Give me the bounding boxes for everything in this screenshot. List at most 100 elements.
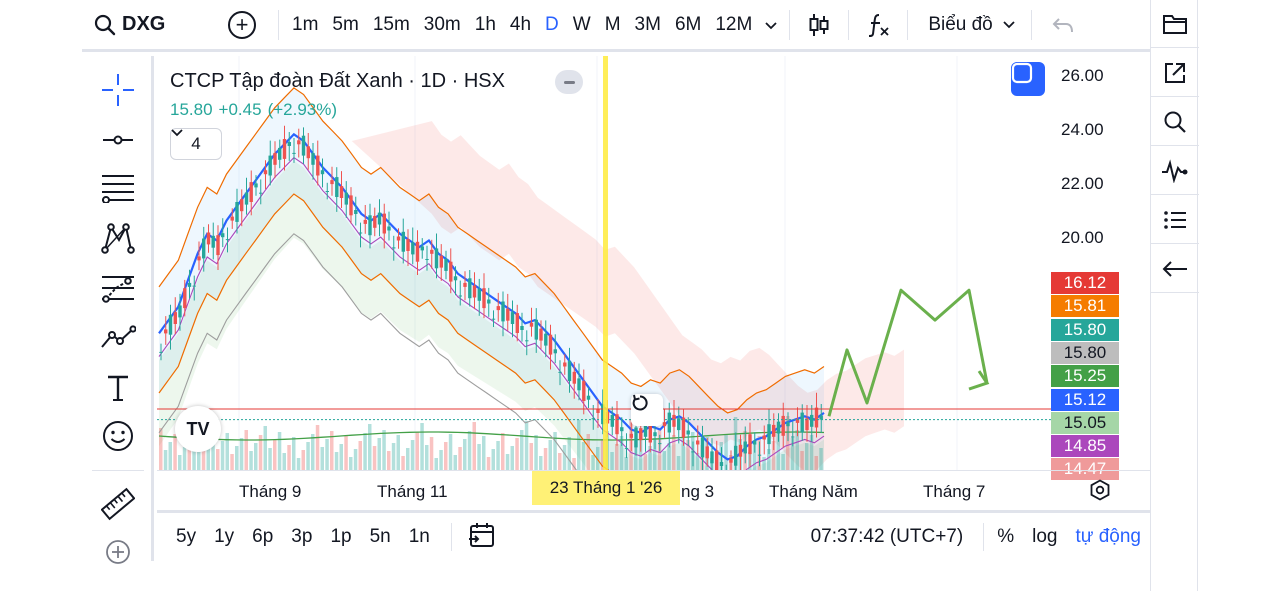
candle-body	[767, 424, 771, 445]
layouts-button[interactable]	[1151, 0, 1199, 48]
go-to-date-button[interactable]	[464, 522, 500, 553]
indicators-toggle[interactable]: 4	[170, 128, 222, 160]
interval-1h-button[interactable]: 1h	[474, 13, 496, 35]
candle-body	[691, 451, 695, 453]
chart-pane[interactable]: CTCP Tập đoàn Đất Xanh · 1D · HSX 15.80 …	[157, 56, 1150, 506]
candle-body	[544, 333, 548, 346]
pattern-tool[interactable]	[98, 218, 138, 258]
candle-body	[501, 301, 505, 322]
chevron-down-icon	[1003, 20, 1015, 28]
fullscreen-button[interactable]	[1011, 62, 1045, 96]
candle-body	[449, 261, 453, 282]
chart-type-dropdown[interactable]: Biểu đồ	[914, 14, 1024, 36]
volume-bar	[643, 454, 647, 470]
candle-body	[781, 415, 785, 436]
candle-body	[453, 276, 458, 281]
volume-bar	[524, 421, 529, 470]
candle-body	[468, 278, 472, 299]
interval-12m-button[interactable]: 12M	[715, 13, 753, 35]
open-new-window-button[interactable]	[1151, 49, 1199, 97]
trend-line-icon	[103, 135, 133, 145]
interval-d-button[interactable]: D	[545, 13, 559, 35]
volume-bar	[420, 423, 424, 470]
alerts-button[interactable]	[1151, 147, 1199, 195]
volume-bar	[197, 452, 201, 470]
fib-tool[interactable]	[98, 168, 138, 208]
legend-collapse-button[interactable]	[555, 70, 583, 94]
sidebar-search-button[interactable]	[1151, 98, 1199, 146]
range-6p-button[interactable]: 6p	[252, 526, 274, 547]
range-5y-button[interactable]: 5y	[176, 526, 197, 547]
range-1y-button[interactable]: 1y	[214, 526, 235, 547]
crosshair-tool[interactable]	[98, 70, 138, 110]
undo-button[interactable]	[1038, 16, 1088, 34]
measure-tool[interactable]	[98, 484, 138, 524]
clock-timezone[interactable]: 07:37:42 (UTC+7)	[810, 526, 964, 547]
percent-toggle[interactable]: %	[997, 526, 1015, 547]
volume-bar	[211, 427, 215, 470]
undo-icon	[1052, 17, 1073, 32]
crosshair-icon	[102, 74, 134, 106]
time-axis[interactable]: Tháng 9 Tháng 11 ng 3 Tháng Năm Tháng 7 …	[157, 470, 1150, 508]
interval-6m-button[interactable]: 6M	[674, 13, 702, 35]
interval-1m-button[interactable]: 1m	[292, 13, 319, 35]
add-symbol-button[interactable]: +	[228, 10, 256, 39]
volume-bar	[225, 433, 229, 470]
emoji-tool[interactable]	[98, 416, 138, 456]
candle-body	[339, 186, 344, 198]
interval-5m-button[interactable]: 5m	[332, 13, 359, 35]
indicators-button[interactable]	[855, 12, 901, 38]
brush-tool[interactable]	[98, 318, 138, 358]
price-badge: 15.81	[1051, 295, 1119, 318]
volume-bar	[216, 449, 220, 470]
candle-body	[510, 312, 515, 324]
chart-canvas	[157, 56, 1052, 470]
tradingview-logo[interactable]: TV	[175, 406, 221, 452]
chart-style-button[interactable]	[796, 12, 842, 38]
range-1n-button[interactable]: 1n	[408, 526, 430, 547]
volume-bar	[619, 436, 624, 470]
volume-bar	[529, 443, 533, 470]
prediction-tool[interactable]	[98, 268, 138, 308]
reset-chart-button[interactable]	[631, 394, 663, 426]
volume-bar	[534, 435, 538, 470]
auto-scale-toggle[interactable]: tự động	[1075, 526, 1141, 547]
candle-body	[624, 448, 629, 450]
volume-bar	[463, 439, 467, 470]
volume-bar	[686, 440, 690, 470]
interval-more-button[interactable]	[759, 17, 783, 33]
range-5n-button[interactable]: 5n	[369, 526, 391, 547]
watchlist-button[interactable]	[1151, 196, 1199, 244]
interval-4h-button[interactable]: 4h	[509, 13, 532, 35]
volume-bar	[220, 441, 225, 470]
interval-30m-button[interactable]: 30m	[423, 13, 461, 35]
interval-w-button[interactable]: W	[572, 13, 591, 35]
range-1p-button[interactable]: 1p	[330, 526, 352, 547]
trend-line-tool[interactable]	[98, 120, 138, 160]
candle-body	[187, 282, 192, 287]
volume-bar	[349, 457, 353, 470]
symbol-search[interactable]: DXG	[82, 13, 222, 36]
range-3p-button[interactable]: 3p	[291, 526, 313, 547]
text-tool[interactable]	[98, 368, 138, 408]
interval-15m-button[interactable]: 15m	[372, 13, 410, 35]
candle-body	[748, 434, 752, 455]
candle-body	[643, 424, 648, 437]
volume-bar	[206, 436, 210, 470]
interval-3m-button[interactable]: 3M	[634, 13, 661, 35]
candle-body	[263, 170, 268, 175]
candle-body	[482, 288, 486, 309]
candle-body	[192, 285, 196, 287]
candle-body	[254, 183, 258, 188]
collapse-sidebar-button[interactable]	[1151, 245, 1199, 293]
candle-body	[814, 407, 819, 428]
interval-m-button[interactable]: M	[604, 13, 621, 35]
candle-body	[297, 140, 301, 145]
chart-settings-button[interactable]	[1089, 479, 1111, 506]
volume-bar	[239, 438, 244, 470]
candle-body	[753, 440, 757, 445]
candle-body	[795, 418, 800, 423]
volume-bar	[396, 435, 400, 470]
zoom-in-tool[interactable]	[98, 532, 138, 572]
log-toggle[interactable]: log	[1032, 526, 1058, 547]
